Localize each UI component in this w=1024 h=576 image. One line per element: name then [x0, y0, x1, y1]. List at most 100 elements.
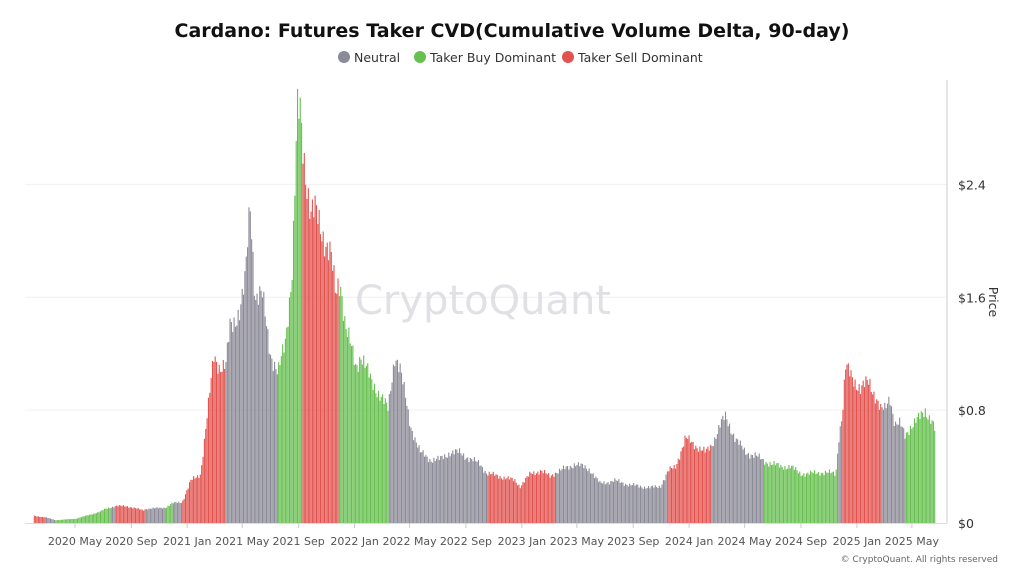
cvd-bar [548, 473, 550, 523]
x-tick-label: 2024 May [717, 535, 772, 548]
cvd-bar [344, 316, 346, 523]
cvd-bar [494, 475, 496, 523]
cvd-bar [594, 478, 596, 523]
cvd-bar [726, 419, 728, 523]
cvd-bar [776, 463, 778, 523]
cvd-bar [495, 474, 497, 523]
cvd-bar [230, 322, 232, 523]
cvd-bar [291, 279, 293, 523]
cvd-bar [128, 507, 130, 523]
cvd-bar [866, 379, 868, 523]
cvd-bar [851, 377, 853, 523]
legend-label[interactable]: Taker Sell Dominant [577, 50, 703, 65]
cvd-bar [203, 438, 205, 523]
cvd-bar [515, 482, 517, 523]
cvd-bar [588, 468, 590, 523]
cvd-bar [723, 420, 725, 523]
cvd-bar [722, 415, 724, 523]
cvd-bar [616, 480, 619, 523]
cvd-bar [369, 373, 371, 523]
cvd-bar [392, 364, 394, 523]
cvd-bar [490, 474, 492, 523]
cvd-bar [94, 513, 96, 523]
cvd-bar [274, 361, 276, 523]
cvd-bar [599, 480, 601, 523]
cvd-bar [803, 473, 805, 523]
cvd-bar [37, 516, 39, 523]
cvd-bar [828, 469, 830, 523]
cvd-bar [652, 485, 654, 523]
cvd-bar [783, 469, 785, 523]
cvd-bar [629, 483, 631, 523]
cvd-bar [147, 509, 149, 523]
cvd-bar [244, 271, 246, 523]
cvd-bar [820, 472, 822, 523]
cvd-bar [167, 505, 169, 523]
cvd-bar [283, 352, 285, 523]
cvd-bar [899, 417, 901, 523]
cvd-bar [464, 459, 466, 523]
cvd-bar [737, 439, 739, 523]
cvd-bar [754, 452, 756, 523]
cvd-bar [565, 466, 567, 523]
cvd-bar [930, 423, 932, 523]
cvd-bar [666, 471, 668, 523]
cvd-bar [442, 459, 444, 523]
cvd-bar [714, 437, 716, 523]
y-tick-label: $0 [958, 516, 974, 531]
cvd-bar [872, 394, 874, 523]
cvd-bar [596, 478, 598, 523]
cvd-bar [610, 481, 612, 523]
cvd-bar [237, 309, 239, 523]
cvd-bar [213, 362, 215, 523]
cvd-bar [60, 519, 62, 523]
cvd-bar [234, 326, 236, 523]
cvd-bar [895, 421, 897, 523]
cvd-bar [415, 442, 417, 523]
cvd-bar [781, 467, 783, 523]
cvd-bar [313, 217, 315, 524]
cvd-bar [847, 363, 849, 523]
cvd-bar [284, 338, 286, 523]
x-tick-label: 2024 Jan [665, 535, 713, 548]
cvd-bar [108, 507, 110, 523]
cvd-bar [118, 505, 120, 523]
cvd-bar [884, 402, 886, 523]
cvd-bar [823, 475, 825, 523]
cvd-bar [553, 476, 555, 523]
cvd-bar [608, 484, 610, 523]
cvd-bar [114, 506, 116, 523]
x-axis: 2020 May 2020 Sep 2021 Jan 2021 May 2021 Sep… [48, 523, 939, 548]
cvd-bar [382, 394, 384, 523]
cvd-bar [576, 465, 578, 523]
cvd-bar [359, 357, 361, 523]
cvd-bar [137, 508, 139, 523]
cvd-bar [544, 469, 546, 523]
cvd-bar [796, 470, 798, 523]
cvd-bar [924, 408, 926, 523]
x-tick-label: 2022 Sep [440, 535, 492, 548]
cvd-bar [357, 371, 359, 523]
cvd-bar [835, 469, 837, 523]
cvd-bar [109, 508, 111, 523]
cvd-bar [607, 481, 609, 523]
cvd-bar [676, 463, 678, 523]
cvd-bar [893, 425, 895, 523]
cvd-bar [87, 515, 89, 523]
y-tick-label: $2.4 [958, 177, 986, 192]
legend-marker [414, 51, 426, 63]
cvd-bar [681, 447, 683, 523]
cvd-bar [124, 506, 126, 523]
x-tick-label: 2023 Jan [498, 535, 546, 548]
cvd-bar [183, 498, 185, 523]
legend-label[interactable]: Neutral [354, 50, 400, 65]
cvd-bar [263, 291, 265, 523]
cvd-bar [903, 428, 905, 523]
cvd-bar [101, 510, 103, 523]
legend-label[interactable]: Taker Buy Dominant [429, 50, 556, 65]
cvd-bar [476, 461, 478, 523]
cvd-bar [473, 456, 475, 523]
cvd-bar [768, 466, 770, 523]
cvd-bar [232, 332, 234, 523]
cvd-bar [730, 433, 732, 523]
